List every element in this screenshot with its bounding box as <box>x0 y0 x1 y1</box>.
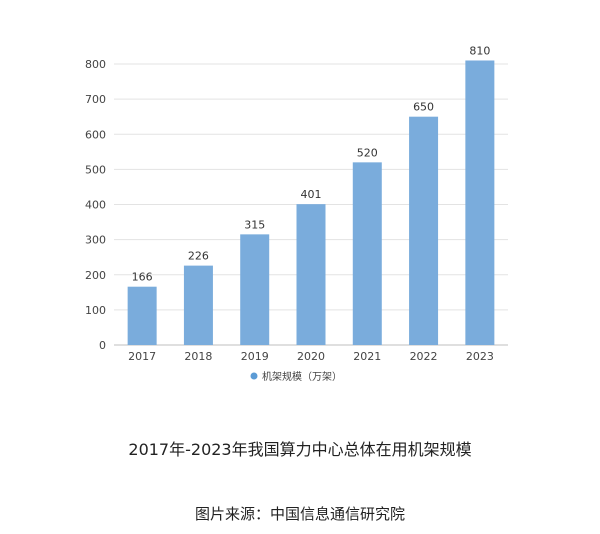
x-tick-label-2023: 2023 <box>466 350 494 363</box>
x-tick-label-2017: 2017 <box>128 350 156 363</box>
x-tick-label-2019: 2019 <box>241 350 269 363</box>
y-tick-label: 300 <box>85 234 106 247</box>
data-labels: 166 226 315 401 520 650 810 <box>132 44 491 283</box>
data-label-2022: 650 <box>413 101 434 114</box>
bar-2022 <box>409 116 439 345</box>
figure-caption: 2017年-2023年我国算力中心总体在用机架规模 <box>128 440 472 459</box>
bar-2019 <box>240 234 270 345</box>
figure-source: 图片来源：中国信息通信研究院 <box>194 505 405 523</box>
y-tick-label: 100 <box>85 304 106 317</box>
data-label-2021: 520 <box>357 146 378 159</box>
data-label-2020: 401 <box>301 188 322 201</box>
x-tick-label-2022: 2022 <box>410 350 438 363</box>
y-tick-label: 0 <box>99 339 106 352</box>
bar-2021 <box>352 162 382 345</box>
data-label-2023: 810 <box>469 44 490 57</box>
y-tick-label: 600 <box>85 128 106 141</box>
x-tick-label-2018: 2018 <box>184 350 212 363</box>
legend: 机架规模（万架） <box>250 370 342 383</box>
x-tick-label-2021: 2021 <box>353 350 381 363</box>
y-tick-label: 700 <box>85 93 106 106</box>
data-label-2018: 226 <box>188 250 209 263</box>
legend-marker <box>250 372 258 380</box>
y-axis: 0 100 200 300 400 500 600 700 800 <box>85 58 106 352</box>
bars <box>127 60 495 346</box>
x-axis: 2017 2018 2019 2020 2021 2022 2023 <box>128 350 494 363</box>
y-tick-label: 200 <box>85 269 106 282</box>
y-tick-label: 400 <box>85 199 106 212</box>
bar-2017 <box>127 286 157 345</box>
legend-label: 机架规模（万架） <box>262 370 342 383</box>
bar-2018 <box>183 265 213 345</box>
y-tick-label: 800 <box>85 58 106 71</box>
data-label-2017: 166 <box>132 271 153 284</box>
bar-2020 <box>296 204 326 345</box>
data-label-2019: 315 <box>244 218 265 231</box>
y-tick-label: 500 <box>85 163 106 176</box>
bar-2023 <box>465 60 495 346</box>
x-tick-label-2020: 2020 <box>297 350 325 363</box>
